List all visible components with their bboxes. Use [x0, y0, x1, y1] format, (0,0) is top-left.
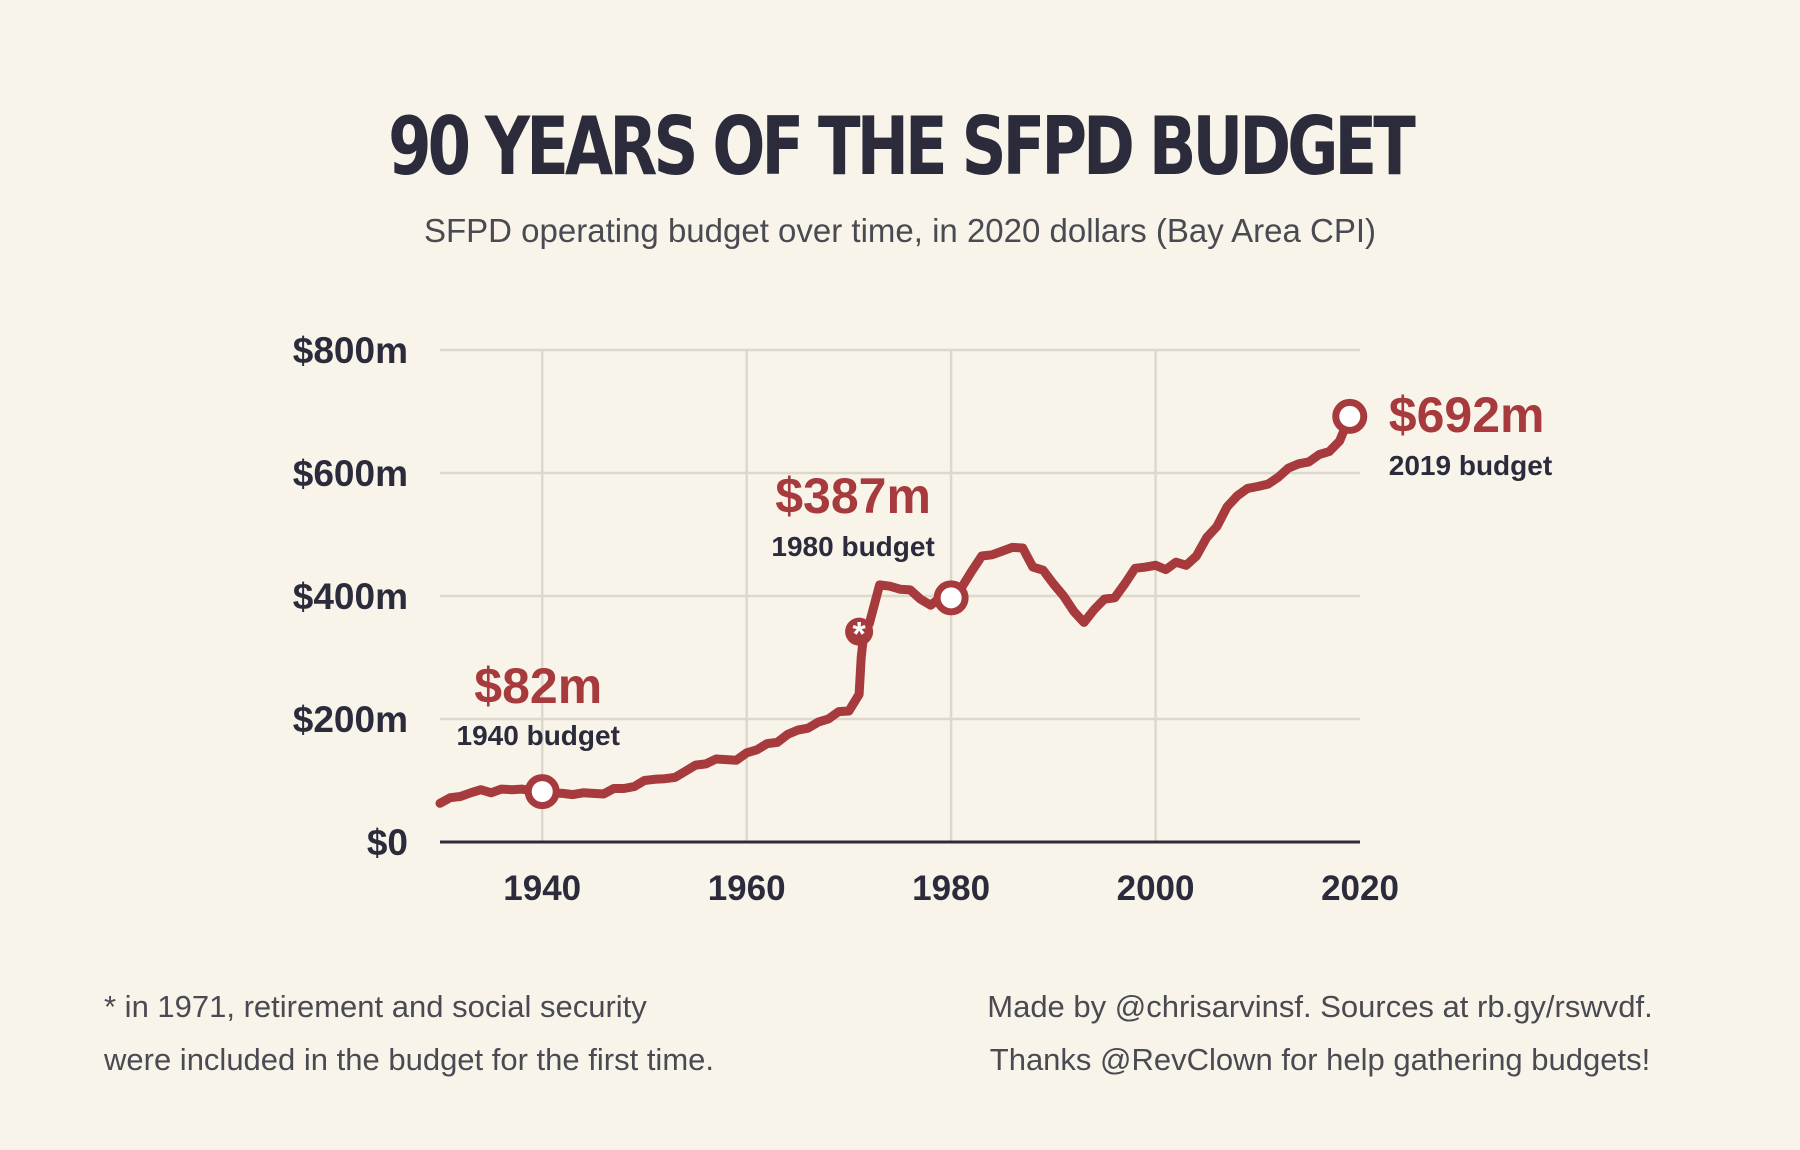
- annotation-value: $387m: [775, 468, 931, 524]
- footnote-1971: * in 1971, retirement and social securit…: [104, 980, 714, 1086]
- credit-line-1: Made by @chrisarvinsf. Sources at rb.gy/…: [987, 989, 1653, 1024]
- y-tick-label: $800m: [293, 330, 408, 371]
- footnote-line-1: * in 1971, retirement and social securit…: [104, 989, 647, 1024]
- data-point-marker: [524, 774, 560, 810]
- chart-subtitle: SFPD operating budget over time, in 2020…: [424, 212, 1376, 249]
- x-tick-label: 1960: [708, 869, 786, 908]
- x-tick-label: 2020: [1321, 869, 1399, 908]
- credit-line-2: Thanks @RevClown for help gathering budg…: [989, 1042, 1651, 1077]
- annotation-label: 1980 budget: [771, 531, 934, 562]
- asterisk-symbol: *: [852, 616, 866, 654]
- series-line-budget: [435, 411, 1355, 808]
- annotation-value: $692m: [1389, 387, 1545, 443]
- credits: Made by @chrisarvinsf. Sources at rb.gy/…: [940, 980, 1700, 1086]
- x-tick-label: 1940: [503, 869, 581, 908]
- annotation-label: 1940 budget: [457, 720, 620, 751]
- data-point-marker: [1332, 398, 1368, 434]
- x-tick-label: 2000: [1117, 869, 1195, 908]
- x-tick-label: 1980: [912, 869, 990, 908]
- chart-title: 90 YEARS OF THE SFPD BUDGET: [388, 100, 1416, 193]
- y-tick-label: $0: [367, 822, 408, 863]
- annotation-label: 2019 budget: [1389, 450, 1552, 481]
- footnote-line-2: were included in the budget for the firs…: [104, 1042, 714, 1077]
- asterisk-marker: [845, 617, 874, 646]
- y-tick-label: $600m: [293, 453, 408, 494]
- y-tick-label: $200m: [293, 699, 408, 740]
- data-point-marker: [933, 580, 969, 616]
- annotation-value: $82m: [474, 658, 602, 714]
- y-tick-label: $400m: [293, 576, 408, 617]
